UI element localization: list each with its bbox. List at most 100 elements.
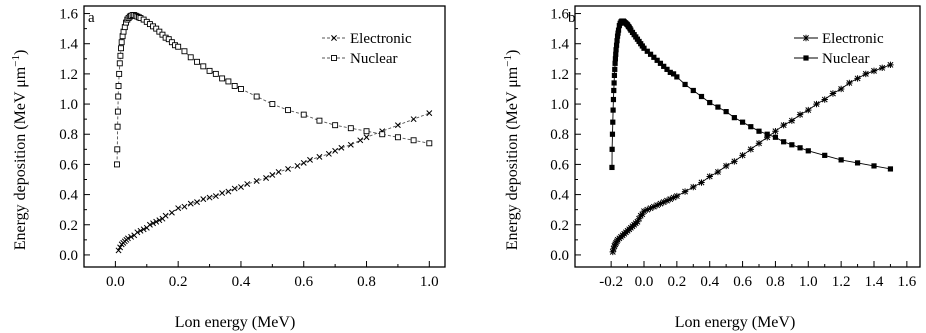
data-point-nuclear (748, 124, 754, 130)
legend-label-nuclear: Nuclear (350, 51, 397, 67)
data-point-nuclear (612, 56, 619, 62)
data-point-electronic (639, 210, 646, 218)
x-tick-label: 1.6 (897, 274, 916, 290)
y-tick-label: 0.4 (550, 188, 569, 204)
data-point-nuclear (118, 45, 124, 52)
data-point-nuclear (117, 52, 124, 59)
legend: Electronic Nuclear (322, 31, 412, 67)
data-point-nuclear (822, 152, 828, 158)
data-point-nuclear (614, 33, 621, 39)
data-point-electronic (285, 165, 291, 172)
data-point-nuclear (764, 131, 770, 137)
data-point-electronic (764, 134, 771, 141)
data-point-nuclear (613, 47, 619, 53)
data-point-electronic (134, 229, 141, 236)
x-tick-label: 0.6 (294, 274, 313, 290)
y-tick-label: 0.6 (59, 157, 78, 173)
y-tick-label: 1.2 (550, 67, 569, 83)
data-point-electronic (181, 203, 188, 210)
series-line-electronic (612, 64, 891, 253)
y-tick-label: 0.8 (550, 127, 569, 143)
data-point-electronic (426, 110, 433, 117)
x-axis-title: Lon energy (MeV) (175, 314, 296, 331)
x-tick-label: 0.2 (169, 274, 188, 290)
data-point-electronic (887, 61, 894, 69)
data-point-nuclear (114, 123, 121, 130)
data-point-nuclear (212, 70, 219, 77)
data-point-electronic (168, 209, 175, 216)
x-tick-label: 0.8 (357, 274, 376, 290)
y-tick-label: 1.4 (59, 37, 78, 53)
data-point-nuclear (670, 71, 677, 77)
data-point-nuclear (772, 134, 779, 140)
data-point-nuclear (612, 66, 618, 72)
data-point-electronic (640, 207, 648, 215)
data-point-nuclear (115, 93, 122, 100)
data-point-electronic (117, 244, 124, 251)
data-point-nuclear (610, 119, 616, 125)
data-point-electronic (813, 100, 820, 108)
data-point-electronic (263, 175, 270, 181)
data-point-electronic (212, 193, 219, 200)
data-point-electronic (706, 173, 713, 180)
data-point-nuclear (332, 122, 339, 129)
data-point-nuclear (426, 140, 433, 147)
data-point-electronic (650, 203, 658, 210)
x-tick-label: 0.4 (232, 274, 251, 290)
data-point-electronic (219, 190, 226, 197)
data-point-electronic (610, 245, 617, 253)
data-point-nuclear (854, 160, 861, 166)
data-point-electronic (363, 134, 370, 141)
data-point-electronic (200, 196, 207, 203)
data-point-electronic (821, 96, 828, 103)
data-point-electronic (269, 172, 276, 178)
y-tick-label: 0.6 (550, 157, 569, 173)
data-point-electronic (332, 147, 339, 154)
data-point-nuclear (285, 107, 291, 114)
plot-frame (83, 5, 446, 268)
data-point-electronic (829, 90, 837, 97)
data-point-electronic (634, 218, 641, 225)
data-point-nuclear (116, 60, 123, 67)
data-point-nuclear (612, 60, 618, 66)
y-tick-label: 1.4 (550, 37, 569, 53)
data-point-electronic (681, 188, 689, 195)
y-tick-label: 0.0 (550, 248, 569, 264)
data-point-electronic (714, 168, 722, 176)
data-point-electronic (772, 128, 779, 135)
data-point-electronic (394, 122, 401, 129)
legend-item-nuclear: Nuclear (794, 51, 869, 67)
data-point-nuclear (838, 157, 844, 163)
data-point-electronic (870, 67, 878, 75)
data-point-nuclear (615, 27, 622, 33)
data-point-nuclear (664, 66, 670, 72)
x-tick-label: 0.8 (766, 274, 785, 290)
data-point-electronic (722, 162, 730, 170)
data-point-electronic (667, 195, 674, 203)
data-point-nuclear (674, 74, 680, 80)
data-point-electronic (307, 156, 313, 163)
data-point-nuclear (614, 38, 620, 44)
series-nuclear (609, 18, 894, 172)
data-point-electronic (124, 235, 131, 242)
y-tick-label: 1.6 (59, 7, 78, 23)
data-point-electronic (657, 200, 664, 207)
chart-panel-b: Energy deposition (MeV μm−1) Lon energy … (502, 5, 921, 331)
data-point-electronic (755, 140, 763, 147)
data-point-nuclear (871, 163, 877, 169)
data-point-electronic (140, 226, 147, 233)
series-nuclear (114, 12, 433, 168)
data-point-nuclear (651, 54, 657, 60)
data-point-nuclear (156, 28, 163, 35)
data-point-electronic (153, 218, 160, 225)
data-point-electronic (128, 233, 135, 240)
data-point-electronic (837, 85, 845, 93)
data-point-nuclear (363, 128, 370, 135)
data-point-electronic (275, 169, 282, 175)
data-point-nuclear (347, 125, 354, 132)
data-point-nuclear (610, 96, 617, 103)
data-point-electronic (805, 106, 812, 114)
x-tick-label: 0.2 (667, 274, 686, 290)
chart-panel-a: Energy deposition (MeV μm−1) Lon energy … (10, 5, 446, 331)
